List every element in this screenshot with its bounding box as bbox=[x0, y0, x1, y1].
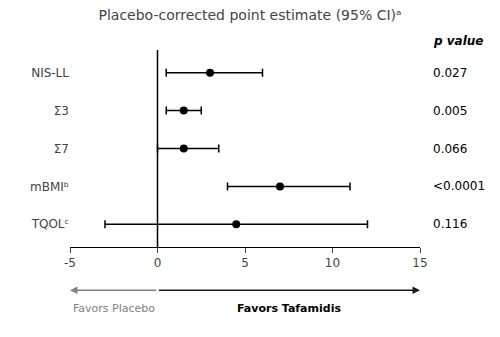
svg-text:0.005: 0.005 bbox=[433, 104, 467, 118]
svg-text:0.027: 0.027 bbox=[433, 66, 467, 80]
svg-text:p value: p value bbox=[433, 34, 483, 48]
svg-text:15: 15 bbox=[412, 256, 427, 270]
svg-text:10: 10 bbox=[325, 256, 340, 270]
svg-text:0.066: 0.066 bbox=[433, 142, 467, 156]
svg-text:NIS-LL: NIS-LL bbox=[31, 66, 69, 80]
svg-text:5: 5 bbox=[241, 256, 249, 270]
svg-text:mBMIᵇ: mBMIᵇ bbox=[30, 180, 69, 194]
svg-text:TQOLᶜ: TQOLᶜ bbox=[31, 217, 69, 231]
svg-text:Placebo-corrected point estima: Placebo-corrected point estimate (95% CI… bbox=[98, 7, 401, 23]
svg-text:0.116: 0.116 bbox=[433, 217, 467, 231]
svg-text:-5: -5 bbox=[64, 256, 76, 270]
svg-text:Favors Placebo: Favors Placebo bbox=[73, 302, 155, 315]
svg-text:Σ7: Σ7 bbox=[54, 142, 69, 156]
svg-text:0: 0 bbox=[154, 256, 162, 270]
svg-text:Σ3: Σ3 bbox=[54, 104, 69, 118]
svg-text:<0.0001: <0.0001 bbox=[433, 179, 485, 193]
svg-text:Favors Tafamidis: Favors Tafamidis bbox=[237, 302, 341, 315]
